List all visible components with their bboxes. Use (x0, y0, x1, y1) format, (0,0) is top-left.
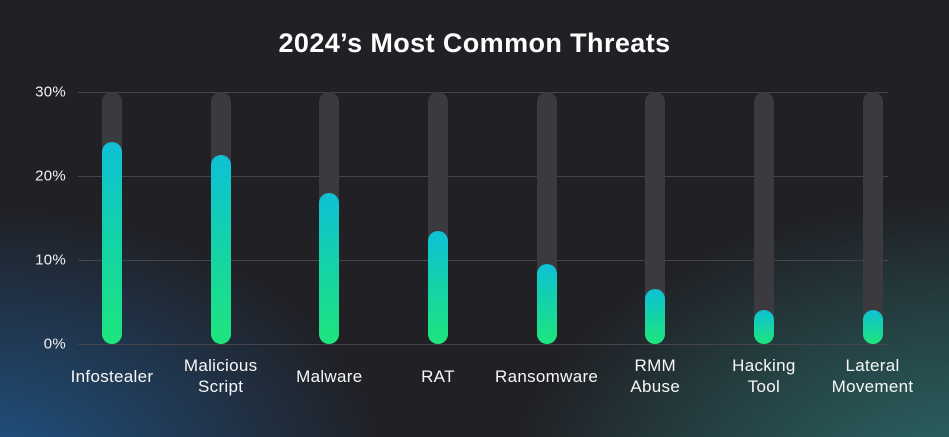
bar-fill-ransomware (536, 264, 557, 344)
x-axis-label-line: RAT (421, 366, 455, 386)
x-axis-label-line: Ransomware (495, 366, 599, 386)
y-axis-tick-20: 20% (35, 167, 66, 185)
x-axis-label-line: Infostealer (70, 366, 154, 386)
bar-column-malware (319, 92, 340, 344)
y-axis-tick-10: 10% (35, 251, 66, 269)
x-axis-label-line: Script (198, 377, 244, 396)
gridline-30 (78, 92, 888, 93)
bar-fill-rat (427, 230, 448, 344)
x-axis-label-line: Tool (747, 377, 781, 396)
x-axis-label-line: Hacking (732, 356, 796, 375)
bar-track-lateral-movement (862, 92, 883, 344)
x-axis-label-hacking-tool: Hacking Tool (694, 354, 834, 398)
bar-column-infostealer (102, 92, 122, 344)
bar-fill-hacking-tool (753, 310, 774, 344)
x-axis-label-lateral-movement: Lateral Movement (803, 354, 943, 398)
x-axis-label-line: Movement (831, 377, 914, 396)
bar-fill-malicious-script (210, 155, 231, 344)
x-axis-label-malicious-script: Malicious Script (151, 354, 291, 398)
bar-column-hacking-tool (753, 92, 774, 344)
plot-area: 30% 20% 10% 0% Infostealer Malicious Script Mal… (35, 84, 913, 397)
x-axis-label-line: RMM (634, 356, 676, 375)
x-axis-label-line: Malware (296, 366, 363, 386)
bar-fill-rmm-abuse (645, 289, 666, 344)
bar-column-malicious-script (210, 92, 231, 344)
bar-fill-infostealer (102, 142, 122, 344)
gridline-10 (78, 260, 888, 261)
x-axis-label-infostealer: Infostealer (42, 354, 182, 398)
gridline-20 (78, 176, 888, 177)
gridline-0 (78, 344, 888, 345)
bar-track-rmm-abuse (645, 92, 666, 344)
x-axis-label-rat: RAT (368, 354, 508, 398)
bar-track-hacking-tool (753, 92, 774, 344)
bar-column-rmm-abuse (645, 92, 666, 344)
bar-column-rat (427, 92, 448, 344)
chart-title: 2024’s Most Common Threats (278, 28, 671, 58)
bar-fill-lateral-movement (862, 310, 883, 344)
y-axis-tick-30: 30% (35, 83, 66, 101)
y-axis-tick-0: 0% (43, 335, 66, 353)
x-axis-label-malware: Malware (259, 354, 399, 398)
x-axis-label-line: Lateral (845, 356, 900, 375)
bar-column-ransomware (536, 92, 557, 344)
bar-fill-malware (319, 192, 340, 344)
x-axis-label-ransomware: Ransomware (477, 354, 617, 398)
x-axis-label-line: Malicious (183, 356, 258, 375)
x-axis-label-line: Abuse (630, 377, 681, 396)
bar-column-lateral-movement (862, 92, 883, 344)
x-axis-label-rmm-abuse: RMM Abuse (585, 354, 725, 398)
